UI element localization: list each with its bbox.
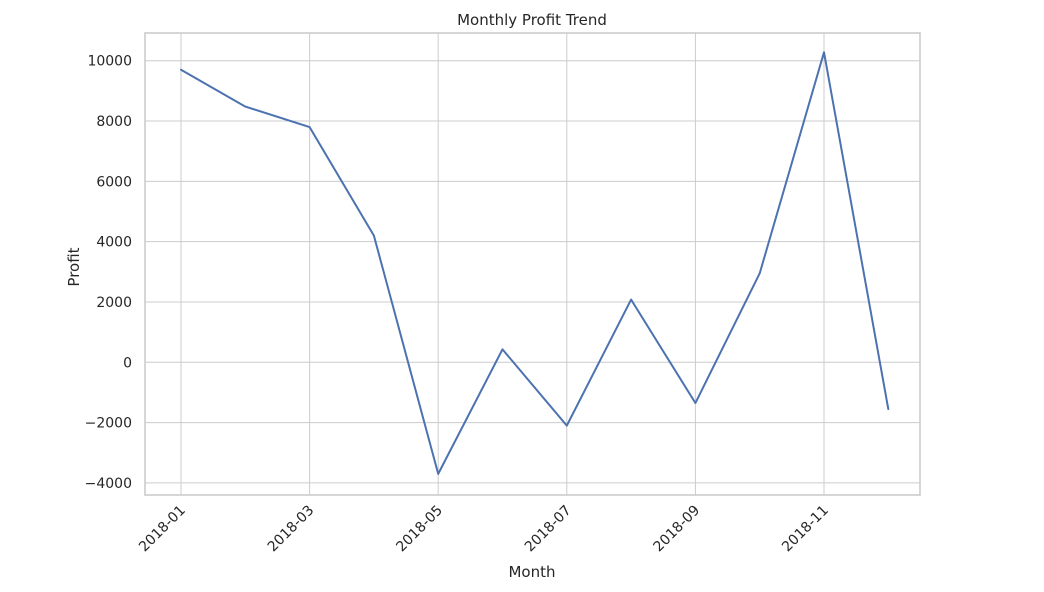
y-tick-label: 4000 xyxy=(96,235,132,251)
x-axis-label: Month xyxy=(508,563,555,581)
y-tick-label: 2000 xyxy=(96,295,132,311)
plot-frame xyxy=(144,32,921,496)
y-axis-label: Profit xyxy=(65,247,83,286)
profit-series-line xyxy=(180,51,890,475)
y-tick-label: −2000 xyxy=(85,416,132,432)
y-tick-label: −4000 xyxy=(85,476,132,492)
grid xyxy=(145,33,920,495)
series-layer xyxy=(180,51,890,475)
y-tick-label: 10000 xyxy=(87,54,132,70)
y-tick-label: 6000 xyxy=(96,174,132,190)
y-axis-ticks: −4000 −2000 0 2000 4000 6000 8000 10000 xyxy=(85,54,132,492)
y-tick-label: 8000 xyxy=(96,114,132,130)
chart-title: Monthly Profit Trend xyxy=(457,11,607,29)
y-tick-label: 0 xyxy=(123,355,132,371)
